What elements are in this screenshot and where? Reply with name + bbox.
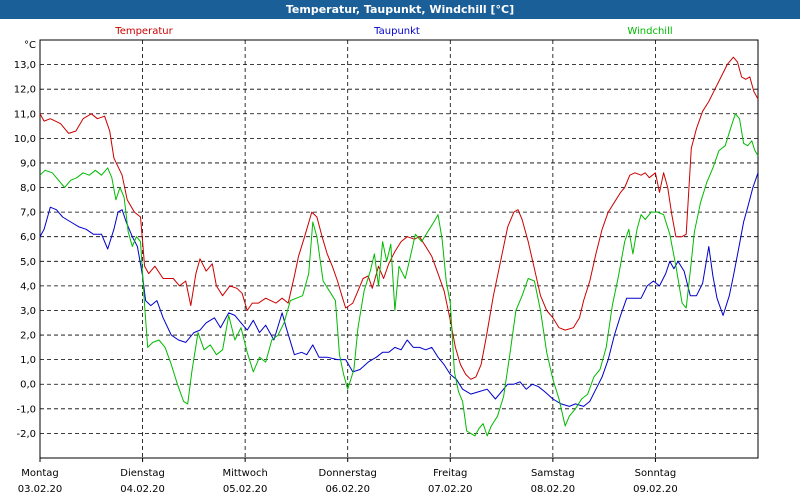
y-tick-label: 5,0 (20, 257, 36, 268)
y-tick-label: -1,0 (16, 404, 36, 415)
legend-temperatur: Temperatur (114, 26, 173, 37)
y-tick-label: 10,0 (14, 134, 36, 145)
y-tick-label: -2,0 (16, 429, 36, 440)
x-tick-day: Dienstag (120, 468, 165, 479)
plot-frame (39, 39, 759, 459)
x-tick-date: 03.02.20 (18, 484, 63, 495)
x-tick-date: 07.02.20 (428, 484, 473, 495)
y-tick-label: 7,0 (20, 208, 36, 219)
series-line-windchill (39, 113, 759, 437)
x-tick-day: Freitag (433, 468, 467, 479)
x-tick-day: Sonntag (635, 468, 677, 479)
y-tick-label: 6,0 (20, 232, 36, 243)
legend-windchill: Windchill (627, 26, 672, 37)
y-tick-label: 4,0 (20, 281, 36, 292)
window-title: Temperatur, Taupunkt, Windchill [°C] (0, 0, 800, 19)
x-tick-date: 06.02.20 (325, 484, 370, 495)
y-tick-label: 9,0 (20, 158, 36, 169)
y-axis-unit: °C (24, 40, 36, 51)
x-tick-day: Samstag (531, 468, 575, 479)
series-line-taupunkt (39, 172, 759, 407)
x-axis-ticks: Montag 03.02.20 Dienstag 04.02.20 Mittwoch 05… (18, 458, 678, 495)
y-tick-label: 12,0 (14, 85, 36, 96)
legend: Temperatur Taupunkt Windchill (114, 26, 672, 37)
legend-taupunkt: Taupunkt (373, 26, 420, 37)
line-chart: °C 13,0 12,0 11,0 10,0 9,0 8,0 7,0 6,0 5,0 4,0 3,0… (0, 19, 800, 500)
grid-lines (40, 40, 758, 458)
y-tick-label: 11,0 (14, 109, 36, 120)
x-tick-day: Mittwoch (222, 468, 267, 479)
x-tick-day: Montag (21, 468, 58, 479)
x-tick-day: Donnerstag (319, 468, 377, 479)
x-tick-date: 09.02.20 (633, 484, 678, 495)
y-tick-label: 0,0 (20, 380, 36, 391)
x-tick-date: 04.02.20 (120, 484, 165, 495)
y-axis-ticks: 13,0 12,0 11,0 10,0 9,0 8,0 7,0 6,0 5,0 4,0 3,0 2,0… (14, 60, 36, 440)
chart-background (0, 19, 800, 500)
x-tick-date: 08.02.20 (531, 484, 576, 495)
y-tick-label: 1,0 (20, 355, 36, 366)
y-tick-label: 2,0 (20, 331, 36, 342)
y-tick-label: 8,0 (20, 183, 36, 194)
x-tick-date: 05.02.20 (223, 484, 268, 495)
y-tick-label: 3,0 (20, 306, 36, 317)
series-lines (39, 56, 759, 437)
y-tick-label: 13,0 (14, 60, 36, 71)
